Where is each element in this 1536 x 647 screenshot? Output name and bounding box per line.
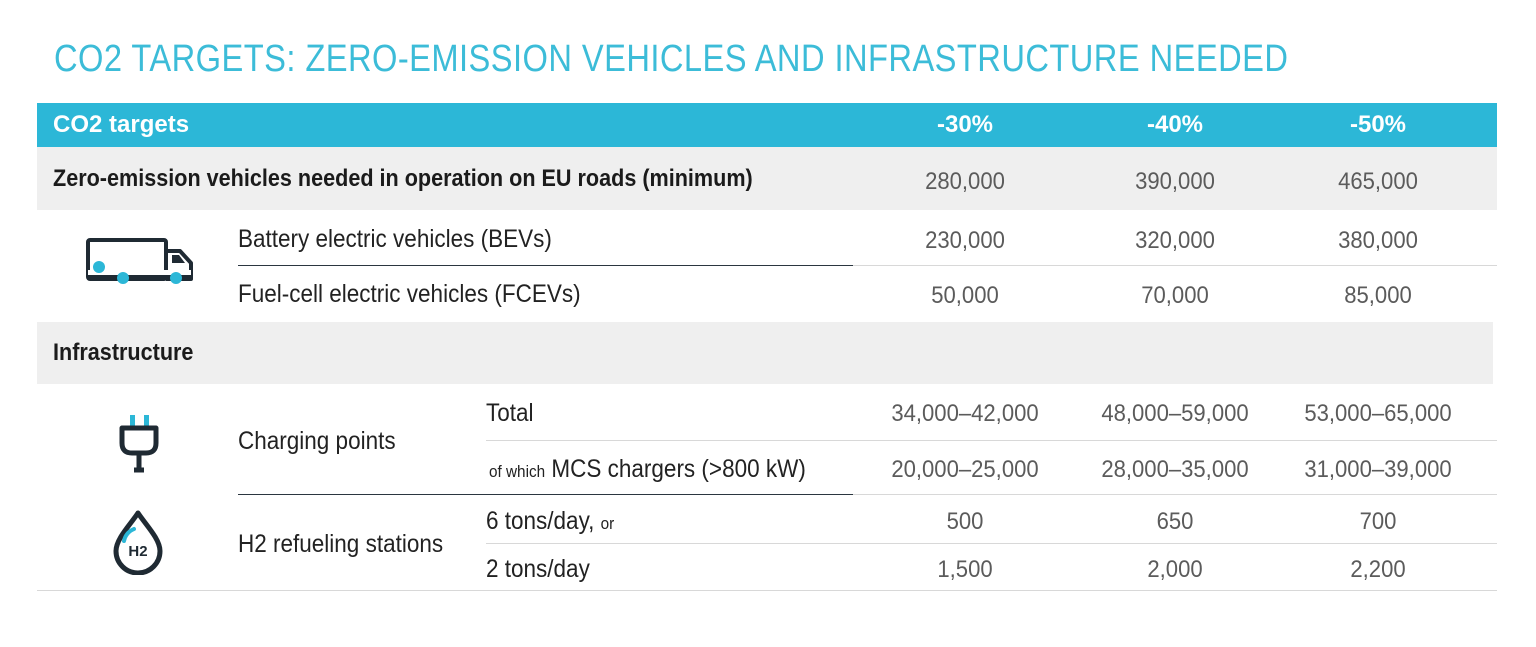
h2-stations-label: H2 refueling stations (238, 530, 444, 558)
h2-6tons-40: 650 (1156, 508, 1194, 535)
page-title: CO2 TARGETS: ZERO-EMISSION VEHICLES AND … (54, 38, 1289, 80)
divider (853, 265, 1497, 266)
divider (238, 265, 853, 266)
table-bottom-rule (37, 590, 1497, 591)
fcev-label: Fuel-cell electric vehicles (FCEVs) (238, 280, 581, 308)
header-col-50: -50% (1349, 111, 1407, 138)
mcs-50: 31,000–39,000 (1304, 456, 1452, 483)
h2-6tons-50: 700 (1359, 508, 1397, 535)
zev-section-band (37, 147, 1497, 210)
zev-total-50: 465,000 (1338, 168, 1418, 195)
mcs-40: 28,000–35,000 (1101, 456, 1249, 483)
zev-total-30: 280,000 (925, 168, 1005, 195)
h2-2tons-30: 1,500 (937, 556, 993, 583)
divider (853, 494, 1497, 495)
table-header-bar (37, 103, 1497, 147)
truck-icon (86, 238, 193, 284)
mcs-chargers-label: of which MCS chargers (>800 kW) (489, 455, 806, 484)
h2-droplet-icon: H2 (113, 510, 163, 575)
zev-total-40: 390,000 (1135, 168, 1215, 195)
bev-30: 230,000 (925, 227, 1005, 254)
plug-icon (119, 415, 159, 473)
fcev-40: 70,000 (1141, 282, 1209, 309)
header-label: CO2 targets (53, 111, 190, 138)
charging-points-label: Charging points (238, 427, 396, 455)
h2-or-suffix: or (600, 514, 615, 533)
h2-6tons-text: 6 tons/day, (486, 507, 595, 535)
divider (486, 440, 1497, 441)
fcev-30: 50,000 (931, 282, 999, 309)
charging-total-30: 34,000–42,000 (891, 400, 1039, 427)
h2-6tons-label: 6 tons/day, or (486, 507, 614, 536)
bev-label: Battery electric vehicles (BEVs) (238, 225, 552, 253)
h2-icon-text: H2 (128, 543, 147, 560)
of-which-prefix: of which (489, 462, 546, 481)
infrastructure-section-label: Infrastructure (53, 339, 194, 366)
h2-2tons-label: 2 tons/day (486, 555, 590, 583)
h2-6tons-30: 500 (946, 508, 984, 535)
mcs-chargers-text: MCS chargers (>800 kW) (551, 455, 806, 483)
divider (486, 543, 1497, 544)
bev-50: 380,000 (1338, 227, 1418, 254)
fcev-50: 85,000 (1344, 282, 1412, 309)
charging-total-50: 53,000–65,000 (1304, 400, 1452, 427)
bev-40: 320,000 (1135, 227, 1215, 254)
h2-2tons-50: 2,200 (1350, 556, 1406, 583)
mcs-30: 20,000–25,000 (891, 456, 1039, 483)
zev-section-label: Zero-emission vehicles needed in operati… (53, 165, 753, 192)
charging-total-40: 48,000–59,000 (1101, 400, 1249, 427)
charging-total-label: Total (486, 399, 534, 427)
header-col-30: -30% (936, 111, 994, 138)
h2-2tons-40: 2,000 (1147, 556, 1203, 583)
header-col-40: -40% (1146, 111, 1204, 138)
divider (238, 494, 853, 495)
infrastructure-section-band (37, 322, 1493, 384)
